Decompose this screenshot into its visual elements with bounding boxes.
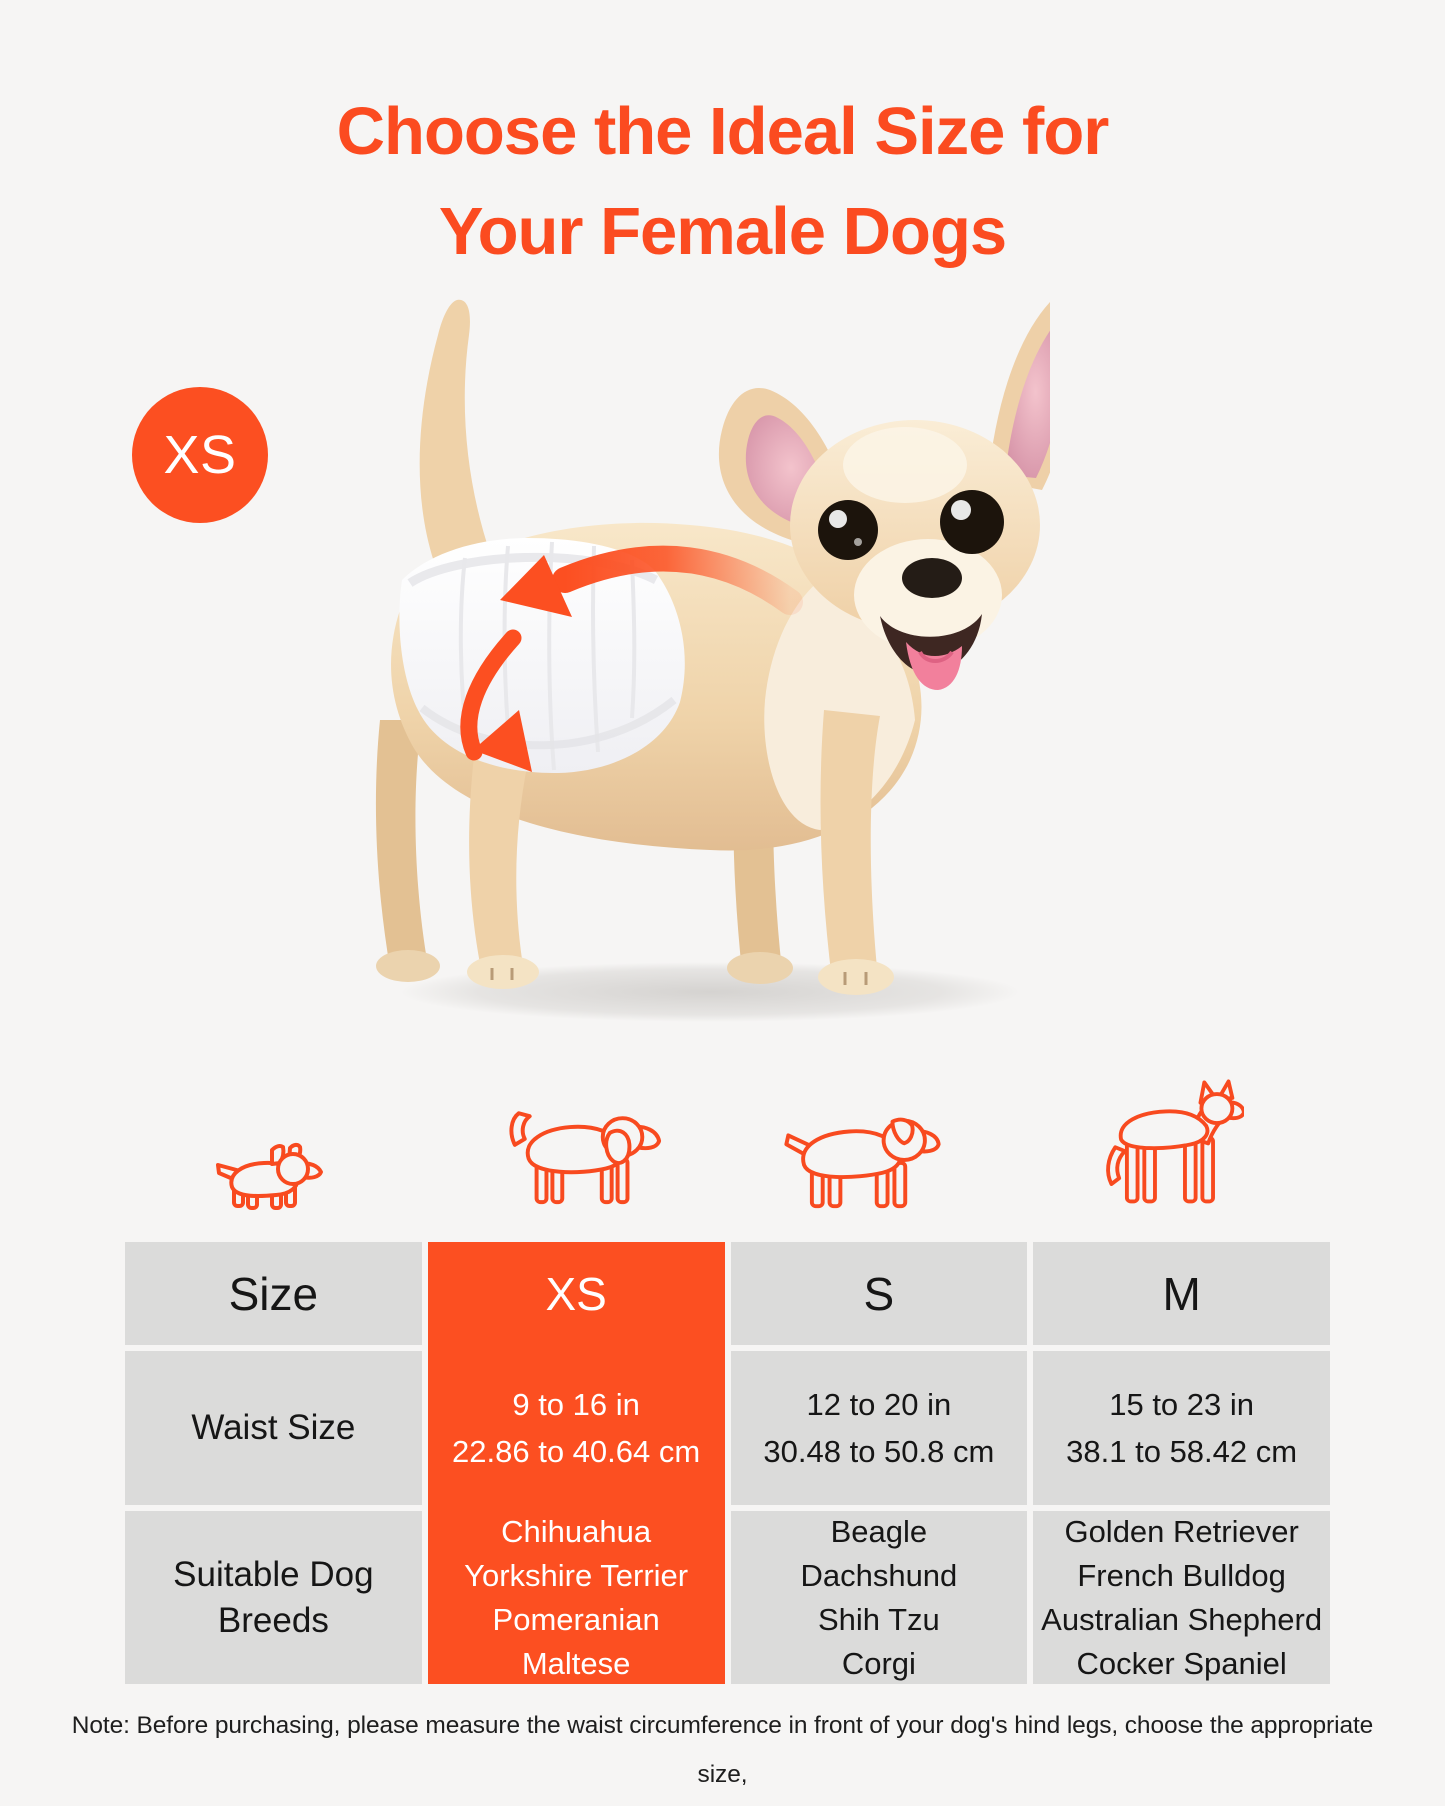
header-cell-m: M	[1033, 1242, 1330, 1345]
breed-name: Maltese	[521, 1645, 631, 1681]
paw	[467, 955, 539, 989]
breed-name: Pomeranian	[492, 1601, 660, 1637]
dog-rear-leg-near	[469, 748, 530, 974]
title-line2: Your Female Dogs	[438, 194, 1007, 269]
header-label: S	[863, 1267, 895, 1320]
waist-inches: 12 to 20 in	[806, 1387, 952, 1422]
dog-chest-fur	[764, 580, 915, 830]
breed-name: Golden Retriever	[1064, 1513, 1299, 1549]
dog-tail	[419, 299, 508, 611]
measure-arrow-icon	[460, 545, 803, 772]
breed-name: Beagle	[830, 1513, 928, 1549]
waist-cm: 22.86 to 40.64 cm	[452, 1434, 701, 1469]
size-table: Size XS S M Waist Size 9 to 16 in 22.86 …	[125, 1242, 1330, 1684]
breeds-cell-s: Beagle Dachshund Shih Tzu Corgi	[730, 1511, 1028, 1684]
row-label: Waist Size	[191, 1408, 356, 1447]
header-label: M	[1162, 1267, 1201, 1320]
title-line1: Choose the Ideal Size for	[336, 94, 1110, 169]
waist-cell-s: 12 to 20 in 30.48 to 50.8 cm	[730, 1351, 1028, 1505]
breeds-cell-m: Golden Retriever French Bulldog Australi…	[1033, 1511, 1330, 1684]
paw	[376, 950, 440, 982]
dog-outline-large-icon	[1106, 1079, 1244, 1204]
breed-name: Dachshund	[800, 1557, 958, 1593]
breed-name: Yorkshire Terrier	[464, 1557, 689, 1593]
dog-front-leg-near	[820, 710, 880, 980]
waist-inches: 9 to 16 in	[512, 1387, 640, 1422]
breed-name: Chihuahua	[501, 1513, 652, 1549]
dog-photo	[375, 299, 1050, 1022]
size-badge: XS	[132, 387, 268, 523]
waist-cell-m: 15 to 23 in 38.1 to 58.42 cm	[1033, 1351, 1330, 1505]
dog-rear-leg-far	[375, 720, 428, 968]
dog-nose	[902, 558, 962, 598]
dog-eyes	[818, 490, 1004, 560]
breed-name: French Bulldog	[1077, 1557, 1286, 1593]
page-title: Choose the Ideal Size for Your Female Dog…	[0, 82, 1445, 282]
paw	[818, 959, 894, 995]
forehead-highlight	[843, 427, 967, 503]
chihuahua-illustration	[375, 299, 1050, 1022]
header-cell-size: Size	[125, 1242, 422, 1345]
breed-name: Cocker Spaniel	[1076, 1645, 1287, 1681]
breeds-label-cell: Suitable Dog Breeds	[125, 1511, 422, 1684]
toe-lines	[843, 972, 868, 985]
tongue-line	[918, 650, 954, 663]
header-label: XS	[545, 1267, 607, 1320]
size-table-grid: Size XS S M Waist Size 9 to 16 in 22.86 …	[125, 1242, 1330, 1684]
breeds-cell-xs: Chihuahua Yorkshire Terrier Pomeranian M…	[428, 1511, 725, 1684]
waist-inches: 15 to 23 in	[1109, 1387, 1255, 1422]
dog-right-ear	[988, 302, 1050, 490]
waist-label-cell: Waist Size	[125, 1351, 422, 1505]
measurement-note: Note: Before purchasing, please measure …	[60, 1701, 1385, 1806]
breed-name: Corgi	[841, 1645, 916, 1681]
waist-cell-xs: 9 to 16 in 22.86 to 40.64 cm	[428, 1351, 725, 1505]
waist-cm: 38.1 to 58.42 cm	[1066, 1434, 1298, 1469]
dog-outline-medium-icon	[784, 1117, 941, 1209]
waist-cm: 30.48 to 50.8 cm	[763, 1434, 995, 1469]
header-cell-s: S	[730, 1242, 1028, 1345]
header-label: Size	[228, 1267, 319, 1320]
row-label: Breeds	[217, 1600, 329, 1640]
breed-name: Australian Shepherd	[1041, 1601, 1323, 1637]
highlight-column-background	[428, 1242, 725, 1684]
dog-outline-tiny-icon	[216, 1142, 323, 1210]
paw	[727, 952, 793, 984]
breed-name: Shih Tzu	[817, 1601, 940, 1637]
toe-lines	[490, 968, 514, 980]
size-badge-label: XS	[163, 425, 237, 485]
note-line1: Note: Before purchasing, please measure …	[71, 1712, 1374, 1788]
row-label: Suitable Dog	[173, 1554, 374, 1594]
header-cell-xs: XS	[428, 1242, 725, 1345]
dog-outline-small-icon	[509, 1111, 662, 1205]
